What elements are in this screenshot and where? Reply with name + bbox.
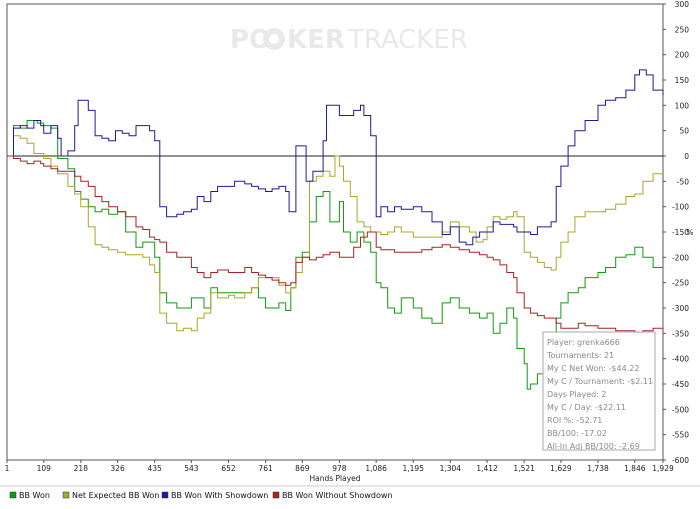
info-days-played: Days Played: 2 xyxy=(547,390,607,399)
info-allin-adj: All-In Adj BB/100: -2.69 xyxy=(547,442,640,451)
legend-label-net-expected: Net Expected BB Won xyxy=(72,491,159,500)
legend-swatch-without-showdown xyxy=(272,491,280,499)
y-tick-label: 100 xyxy=(675,101,690,110)
x-axis: 1 109 218 326 435 543 652 761 869 978 1,086 1,195 1,… xyxy=(5,460,674,473)
legend-item-bb-won[interactable]: BB Won xyxy=(9,491,50,500)
y-tick-label: -450 xyxy=(672,380,689,389)
legend-swatch-net-expected xyxy=(62,491,70,499)
legend-item-without-showdown[interactable]: BB Won Without Showdown xyxy=(272,491,392,500)
y-tick-label: -50 xyxy=(677,177,689,186)
y-tick-label: -150 xyxy=(672,228,689,237)
legend-label-bb-won: BB Won xyxy=(19,491,50,500)
legend-item-net-expected[interactable]: Net Expected BB Won xyxy=(62,491,159,500)
y-tick-label: 200 xyxy=(675,51,690,60)
legend-swatch-bb-won xyxy=(9,491,17,499)
watermark-part2: KER xyxy=(287,25,345,55)
legend-label-with-showdown: BB Won With Showdown xyxy=(171,491,268,500)
x-tick-label: 1,846 xyxy=(624,464,646,473)
stats-info-box: Player: grenka666 Tournaments: 21 My C N… xyxy=(542,331,656,451)
y-axis: 300 250 200 150 100 50 0 -50 -100 -150 -200 -250 -30… xyxy=(663,0,689,465)
y-tick-label: 150 xyxy=(675,76,690,85)
x-tick-label: 652 xyxy=(221,464,236,473)
y-tick-label: -400 xyxy=(672,355,689,364)
y-axis-title: % xyxy=(686,228,693,237)
y-tick-label: -200 xyxy=(672,253,689,262)
x-axis-title: Hands Played xyxy=(309,474,360,483)
watermark-chip-inner xyxy=(269,34,279,44)
series-line-3 xyxy=(7,155,664,334)
x-tick-label: 435 xyxy=(148,464,163,473)
y-tick-label: 50 xyxy=(679,127,689,136)
info-roi: ROI %: -52.71 xyxy=(547,416,602,425)
legend-item-with-showdown[interactable]: BB Won With Showdown xyxy=(161,491,268,500)
legend-swatch-with-showdown xyxy=(161,491,169,499)
series-layer xyxy=(7,69,664,390)
info-player: Player: grenka666 xyxy=(547,338,620,347)
x-tick-label: 326 xyxy=(110,464,125,473)
info-per-day: My C / Day: -$22.11 xyxy=(547,403,626,412)
y-tick-label: -500 xyxy=(672,405,689,414)
x-tick-label: 109 xyxy=(37,464,52,473)
legend: BB Won Net Expected BB Won BB Won With S… xyxy=(0,485,700,500)
x-tick-label: 1,929 xyxy=(652,464,674,473)
info-tournaments: Tournaments: 21 xyxy=(546,351,614,360)
info-bb100: BB/100: -17.02 xyxy=(547,429,607,438)
series-line-0 xyxy=(7,120,663,390)
y-tick-label: 250 xyxy=(675,25,690,34)
info-net-won: My C Net Won: -$44.22 xyxy=(547,364,639,373)
y-tick-label: -600 xyxy=(672,456,689,465)
x-tick-label: 543 xyxy=(184,464,199,473)
x-tick-label: 1 xyxy=(5,464,10,473)
x-tick-label: 761 xyxy=(258,464,273,473)
x-tick-label: 218 xyxy=(74,464,89,473)
y-tick-label: 0 xyxy=(684,152,689,161)
x-tick-label: 869 xyxy=(295,464,310,473)
x-tick-label: 1,304 xyxy=(440,464,462,473)
y-tick-label: 300 xyxy=(675,0,690,9)
watermark-part3: TRACKER xyxy=(347,25,468,55)
info-box-frame xyxy=(542,331,656,451)
y-tick-label: -250 xyxy=(672,279,689,288)
x-tick-label: 978 xyxy=(332,464,347,473)
x-tick-label: 1,521 xyxy=(513,464,535,473)
legend-label-without-showdown: BB Won Without Showdown xyxy=(282,491,392,500)
info-per-tournament: My C / Tournament: -$2.11 xyxy=(547,377,653,386)
y-tick-label: -350 xyxy=(672,329,689,338)
x-tick-label: 1,086 xyxy=(365,464,387,473)
series-line-2 xyxy=(7,69,664,246)
x-tick-label: 1,195 xyxy=(403,464,425,473)
y-tick-label: -300 xyxy=(672,304,689,313)
y-tick-label: -550 xyxy=(672,431,689,440)
y-tick-label: -100 xyxy=(672,203,689,212)
x-tick-label: 1,738 xyxy=(587,464,609,473)
x-tick-label: 1,412 xyxy=(476,464,498,473)
x-tick-label: 1,629 xyxy=(550,464,572,473)
series-line-1 xyxy=(7,135,663,332)
pokertracker-watermark: PO KER TRACKER xyxy=(230,25,468,55)
